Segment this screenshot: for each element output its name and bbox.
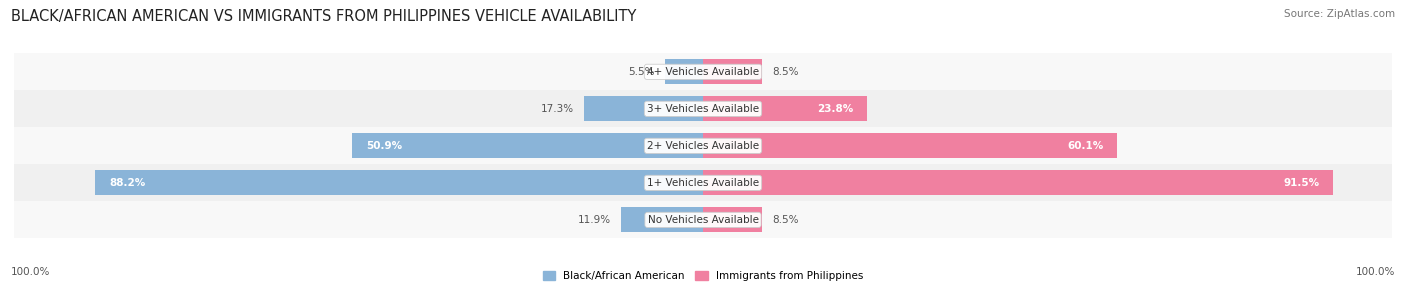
Text: 23.8%: 23.8%: [817, 104, 853, 114]
Text: 60.1%: 60.1%: [1067, 141, 1104, 151]
Text: 50.9%: 50.9%: [366, 141, 402, 151]
Legend: Black/African American, Immigrants from Philippines: Black/African American, Immigrants from …: [543, 271, 863, 281]
Text: 100.0%: 100.0%: [1355, 267, 1395, 277]
Text: 1+ Vehicles Available: 1+ Vehicles Available: [647, 178, 759, 188]
Text: 100.0%: 100.0%: [11, 267, 51, 277]
Bar: [621, 207, 703, 233]
Text: 11.9%: 11.9%: [578, 215, 610, 225]
Bar: [96, 170, 703, 195]
Bar: [583, 96, 703, 122]
Text: 5.5%: 5.5%: [628, 67, 655, 77]
Bar: [703, 96, 868, 122]
Text: No Vehicles Available: No Vehicles Available: [648, 215, 758, 225]
Text: 8.5%: 8.5%: [772, 67, 799, 77]
Text: 3+ Vehicles Available: 3+ Vehicles Available: [647, 104, 759, 114]
Text: 88.2%: 88.2%: [110, 178, 145, 188]
Bar: [703, 207, 762, 233]
Text: Source: ZipAtlas.com: Source: ZipAtlas.com: [1284, 9, 1395, 19]
Text: 8.5%: 8.5%: [772, 215, 799, 225]
Text: BLACK/AFRICAN AMERICAN VS IMMIGRANTS FROM PHILIPPINES VEHICLE AVAILABILITY: BLACK/AFRICAN AMERICAN VS IMMIGRANTS FRO…: [11, 9, 637, 23]
Text: 2+ Vehicles Available: 2+ Vehicles Available: [647, 141, 759, 151]
Text: 4+ Vehicles Available: 4+ Vehicles Available: [647, 67, 759, 77]
Bar: [703, 59, 762, 84]
Text: 91.5%: 91.5%: [1284, 178, 1320, 188]
Bar: [353, 133, 703, 158]
Bar: [0, 127, 1406, 164]
Bar: [0, 201, 1406, 239]
Bar: [703, 170, 1333, 195]
Bar: [703, 133, 1116, 158]
Bar: [0, 90, 1406, 127]
Bar: [0, 53, 1406, 90]
Bar: [0, 164, 1406, 201]
Bar: [665, 59, 703, 84]
Text: 17.3%: 17.3%: [540, 104, 574, 114]
